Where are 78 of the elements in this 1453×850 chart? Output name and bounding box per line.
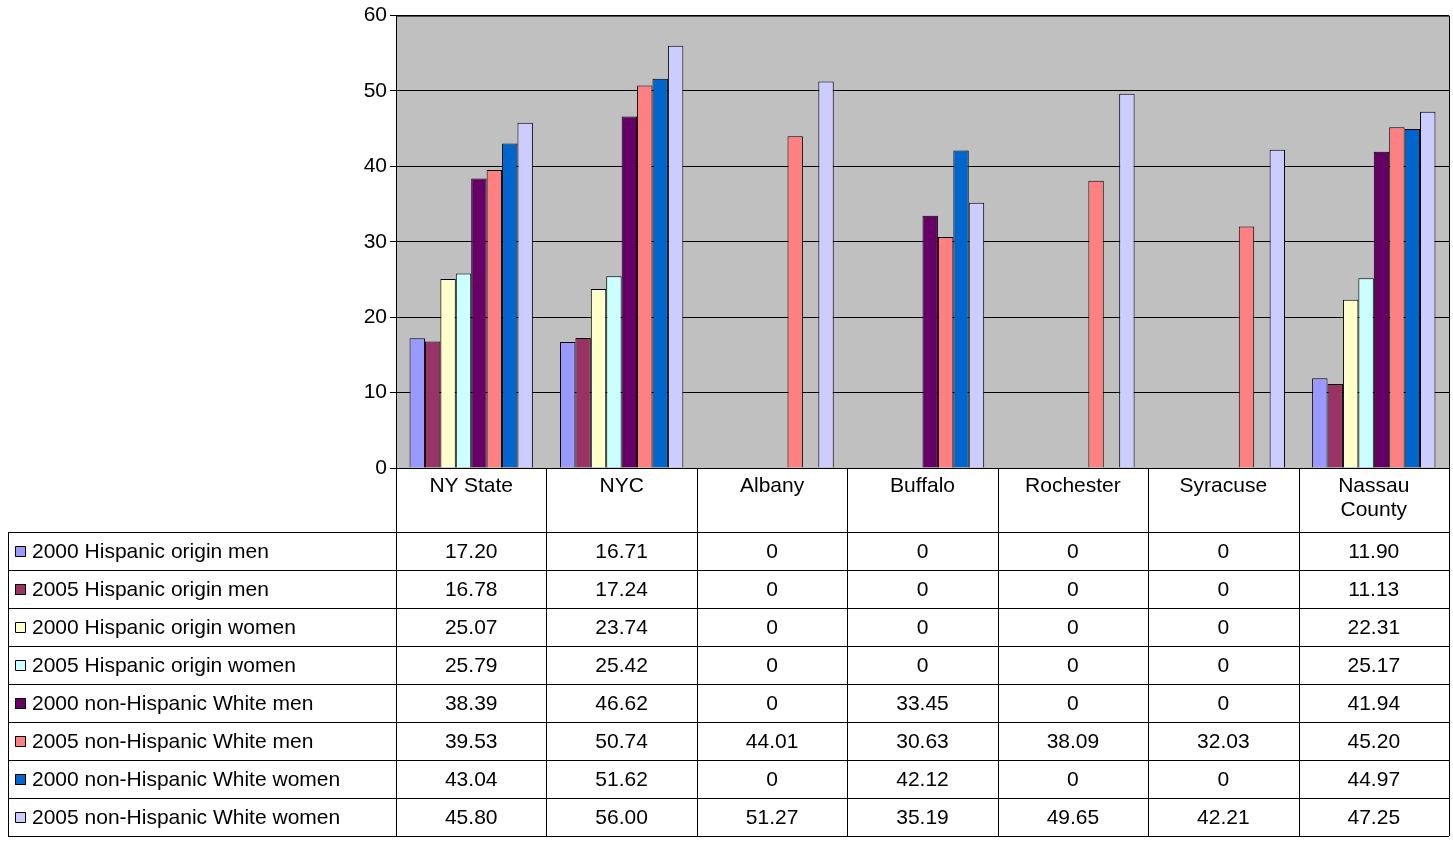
- y-tick-label: 60: [363, 2, 387, 26]
- data-label: 0: [916, 576, 929, 600]
- data-label: 51.62: [595, 766, 648, 790]
- data-label: 0: [766, 576, 778, 600]
- data-label: 16.71: [595, 538, 648, 562]
- data-label: 17.24: [595, 576, 649, 600]
- data-label: 51.27: [745, 804, 799, 828]
- data-label: 0: [1067, 766, 1079, 790]
- legend-label: 2005 non-Hispanic White women: [32, 804, 341, 828]
- data-label: 39.53: [444, 728, 498, 752]
- data-label: 0: [766, 766, 778, 790]
- x-tick-label: NY State: [429, 472, 514, 496]
- data-label: 0: [766, 652, 778, 676]
- data-label: 16.78: [444, 576, 498, 600]
- x-tick-label: Rochester: [1025, 472, 1121, 496]
- data-label: 0: [1217, 576, 1230, 600]
- data-label: 0: [766, 614, 778, 638]
- data-label: 0: [1217, 538, 1230, 562]
- data-label: 0: [766, 690, 778, 714]
- data-label: 56.00: [595, 804, 648, 828]
- data-label: 32.03: [1197, 728, 1250, 752]
- legend-label: 2000 Hispanic origin women: [32, 614, 296, 638]
- data-label: 50.74: [595, 728, 649, 752]
- data-label: 44.01: [745, 728, 799, 752]
- legend-label: 2000 non-Hispanic White women: [32, 766, 341, 790]
- data-label: 41.94: [1347, 690, 1401, 714]
- legend-label: 2000 non-Hispanic White men: [32, 690, 314, 714]
- data-label: 49.65: [1046, 804, 1100, 828]
- data-label: 38.39: [444, 690, 498, 714]
- y-tick-label: 20: [363, 304, 387, 327]
- data-label: 25.17: [1347, 652, 1401, 676]
- data-label: 0: [1067, 576, 1079, 600]
- data-label: 43.04: [444, 766, 498, 790]
- data-label: 0: [1217, 766, 1230, 790]
- data-label: 25.42: [595, 652, 648, 676]
- data-label: 0: [1067, 690, 1079, 714]
- data-label: 0: [1217, 614, 1230, 638]
- data-label: 0: [916, 652, 929, 676]
- data-label: 11.90: [1348, 538, 1400, 562]
- data-label: 11.13: [1348, 576, 1400, 600]
- legend-label: 2000 Hispanic origin men: [32, 538, 269, 562]
- data-label: 0: [1067, 652, 1079, 676]
- data-label: 0: [1067, 538, 1079, 562]
- data-label: 0: [1217, 690, 1230, 714]
- y-tick-label: 50: [363, 77, 387, 101]
- data-label: 17.20: [444, 538, 498, 562]
- x-tick-label: Buffalo: [890, 472, 955, 496]
- data-label: 42.21: [1197, 804, 1250, 828]
- data-label: 0: [766, 538, 778, 562]
- data-label: 0: [1067, 614, 1079, 638]
- data-label: 45.20: [1347, 728, 1401, 752]
- data-label: 47.25: [1347, 804, 1401, 828]
- data-label: 30.63: [896, 728, 949, 752]
- data-label: 22.31: [1347, 614, 1401, 638]
- data-label: 42.12: [896, 766, 949, 790]
- x-tick-label: Albany: [739, 472, 805, 496]
- y-tick-label: 40: [363, 153, 387, 177]
- data-label: 46.62: [595, 690, 648, 714]
- data-label: 23.74: [595, 614, 649, 638]
- x-tick-label: Nassau County: [1338, 472, 1410, 521]
- data-label: 35.19: [896, 804, 949, 828]
- y-tick-label: 30: [363, 228, 387, 252]
- data-label: 38.09: [1046, 728, 1100, 752]
- legend-label: 2005 Hispanic origin men: [32, 576, 269, 600]
- legend-label: 2005 Hispanic origin women: [32, 652, 296, 676]
- data-label: 25.79: [444, 652, 498, 676]
- data-label: 0: [916, 538, 929, 562]
- x-tick-label: Syracuse: [1179, 472, 1268, 496]
- data-label: 44.97: [1347, 766, 1401, 790]
- data-label: 33.45: [896, 690, 949, 714]
- x-tick-label: NYC: [599, 472, 644, 496]
- y-tick-label: 10: [363, 379, 387, 403]
- legend-label: 2005 non-Hispanic White men: [32, 728, 314, 752]
- data-label: 0: [1217, 652, 1230, 676]
- data-label: 45.80: [444, 804, 498, 828]
- y-tick-label: 0: [375, 454, 387, 478]
- data-label: 0: [916, 614, 929, 638]
- data-label: 25.07: [444, 614, 498, 638]
